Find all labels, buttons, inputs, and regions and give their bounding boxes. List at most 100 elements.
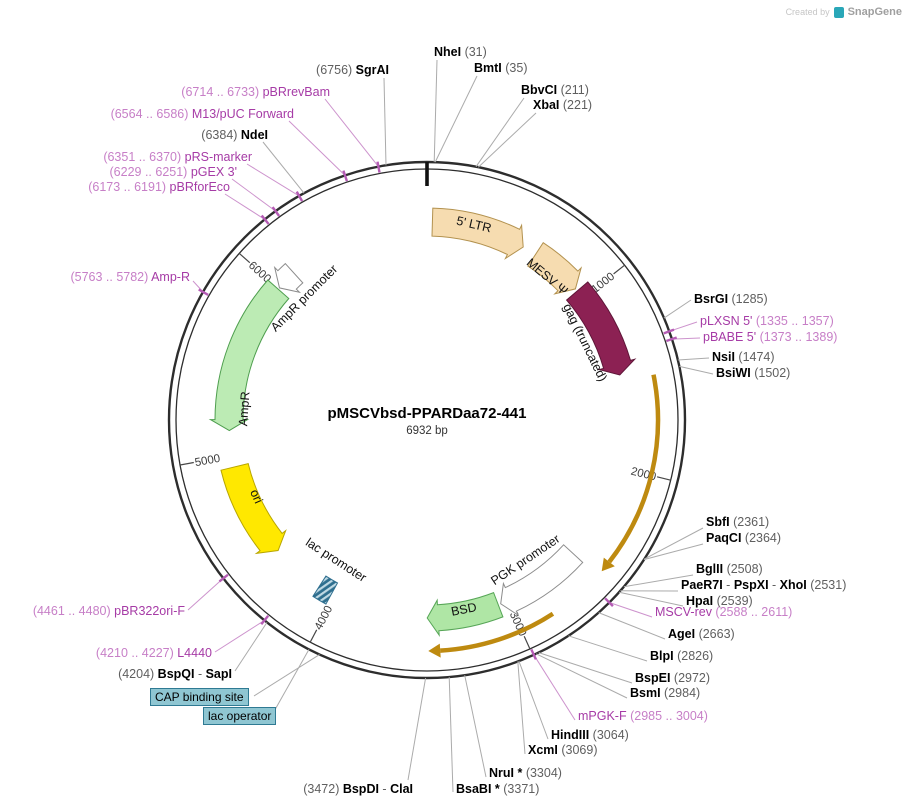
leader-line	[619, 591, 684, 607]
leader-line	[535, 653, 628, 699]
label-bspei[interactable]: BspEI (2972)	[635, 671, 710, 685]
tick-mark-6000	[238, 252, 251, 264]
leader-line	[271, 649, 310, 716]
label-bspdi[interactable]: (3472) BspDI - ClaI	[303, 782, 413, 796]
leader-line	[224, 193, 266, 220]
snapgene-watermark: Created by SnapGene	[786, 6, 902, 18]
label-bbvci[interactable]: BbvCI (211)	[521, 83, 589, 97]
label-ndei[interactable]: (6384) NdeI	[201, 128, 268, 142]
label-amp-r[interactable]: (5763 .. 5782) Amp-R	[70, 270, 190, 284]
leader-line	[253, 654, 320, 697]
label-bsabi[interactable]: BsaBI * (3371)	[456, 782, 539, 796]
label-hindiii[interactable]: HindIII (3064)	[551, 728, 629, 742]
feature-label-ampr: AmpR	[236, 391, 252, 427]
label-nsii[interactable]: NsiI (1474)	[712, 350, 775, 364]
label-nrui[interactable]: NruI * (3304)	[489, 766, 562, 780]
leader-line	[246, 163, 300, 197]
label-nhei[interactable]: NheI (31)	[434, 45, 487, 59]
label-bglii[interactable]: BglII (2508)	[696, 562, 763, 576]
leader-line	[598, 612, 666, 640]
label-bsiwi[interactable]: BsiWI (1502)	[716, 366, 790, 380]
leader-line	[464, 675, 487, 778]
leader-line	[679, 365, 714, 375]
feature-mesv-psi[interactable]	[527, 242, 583, 295]
cap-binding-site-label[interactable]: CAP binding site	[150, 688, 249, 706]
primer-site-tick	[376, 161, 381, 173]
feature-gag-truncated[interactable]	[565, 281, 637, 376]
leader-line	[663, 299, 692, 319]
feature-insert-arc-right-arrowhead	[601, 557, 615, 572]
feature-ampr-promoter[interactable]	[273, 262, 304, 294]
leader-line	[383, 77, 387, 166]
leader-line	[262, 141, 305, 194]
feature-pgk-promoter[interactable]	[500, 544, 584, 617]
label-sbfi[interactable]: SbfI (2361)	[706, 515, 769, 529]
primer-site-tick	[295, 191, 304, 202]
leader-line	[533, 654, 576, 721]
label-m13-puc-forward[interactable]: (6564 .. 6586) M13/pUC Forward	[111, 107, 294, 121]
label-pgex-3[interactable]: (6229 .. 6251) pGEX 3'	[110, 165, 237, 179]
label-mscv-rev[interactable]: MSCV-rev (2588 .. 2611)	[655, 605, 792, 619]
primer-site-tick	[604, 597, 614, 607]
primer-site-tick	[260, 614, 270, 625]
snapgene-logo-icon	[833, 6, 844, 18]
leader-line	[475, 97, 525, 167]
plasmid-title: pMSCVbsd-PPARDaa72-441	[327, 405, 527, 422]
label-l4440[interactable]: (4210 .. 4227) L4440	[96, 646, 212, 660]
leader-line	[288, 120, 346, 176]
leader-line	[214, 619, 265, 653]
primer-site-tick	[260, 214, 270, 225]
feature-lac-promoter[interactable]	[312, 575, 339, 605]
label-pbabe-5[interactable]: pBABE 5' (1373 .. 1389)	[703, 330, 837, 344]
lac-operator-label[interactable]: lac operator	[203, 707, 277, 725]
feature-insert-arc-bottom[interactable]	[440, 611, 555, 653]
leader-line	[434, 75, 478, 163]
primer-site-tick	[665, 336, 678, 343]
feature-ori[interactable]	[220, 462, 287, 555]
leader-line	[568, 635, 648, 662]
tick-mark-3000	[523, 635, 531, 650]
feature-label-bsd: BSD	[450, 600, 478, 619]
plasmid-title-block: pMSCVbsd-PPARDaa72-441 6932 bp	[328, 405, 527, 437]
tick-label-4000: 4000	[313, 604, 336, 632]
leader-line	[234, 622, 268, 672]
primer-site-tick	[271, 206, 281, 217]
label-bmti[interactable]: BmtI (35)	[474, 61, 527, 75]
label-xbai[interactable]: XbaI (221)	[533, 98, 592, 112]
tick-mark-2000	[656, 476, 671, 481]
label-mpgk-f[interactable]: mPGK-F (2985 .. 3004)	[578, 709, 708, 723]
label-xcmi[interactable]: XcmI (3069)	[528, 743, 598, 757]
label-bsmi[interactable]: BsmI (2984)	[630, 686, 700, 700]
label-plxsn-5[interactable]: pLXSN 5' (1335 .. 1357)	[700, 314, 834, 328]
leader-line	[231, 178, 276, 212]
tick-mark-1000	[613, 264, 625, 275]
label-bsrgi[interactable]: BsrGI (1285)	[694, 292, 768, 306]
leader-line	[643, 543, 704, 561]
label-prs-marker[interactable]: (6351 .. 6370) pRS-marker	[103, 150, 252, 164]
label-pbrforeco[interactable]: (6173 .. 6191) pBRforEco	[88, 180, 230, 194]
label-paer7i[interactable]: PaeR7I - PspXI - XhoI (2531)	[681, 578, 846, 592]
leader-line	[677, 357, 710, 361]
feature-bsd[interactable]	[426, 591, 504, 637]
feature-insert-arc-right[interactable]	[607, 374, 661, 564]
label-paqci[interactable]: PaqCI (2364)	[706, 531, 781, 545]
primer-site-tick	[218, 573, 229, 583]
feature-5-ltr[interactable]	[431, 207, 524, 260]
primer-site-tick	[342, 170, 349, 182]
tick-mark-5000	[179, 461, 194, 466]
label-pbrrevbam[interactable]: (6714 .. 6733) pBRrevBam	[181, 85, 330, 99]
leader-line	[518, 660, 549, 740]
label-blpi[interactable]: BlpI (2826)	[650, 649, 713, 663]
label-hpai[interactable]: HpaI (2539)	[686, 594, 753, 608]
label-pbr322ori-f[interactable]: (4461 .. 4480) pBR322ori-F	[33, 604, 186, 618]
leader-line	[477, 112, 537, 168]
leader-line	[517, 661, 526, 755]
feature-ampr[interactable]	[208, 279, 290, 432]
label-bspqi[interactable]: (4204) BspQI - SapI	[118, 667, 232, 681]
watermark-prefix: Created by	[785, 7, 830, 17]
leader-line	[407, 677, 427, 781]
leader-line	[623, 574, 694, 588]
label-agei[interactable]: AgeI (2663)	[668, 627, 735, 641]
label-sgrai[interactable]: (6756) SgrAI	[316, 63, 389, 77]
